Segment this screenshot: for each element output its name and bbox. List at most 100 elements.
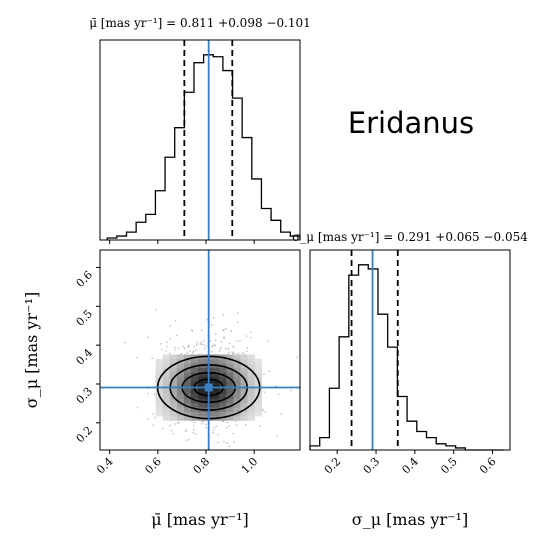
hist-sigma-hist-bin [359,265,369,450]
joint-sample-point [136,356,138,359]
joint-density-cell [162,354,171,360]
joint-xtick-label: 0.4 [94,455,116,477]
joint-sample-point [174,320,177,322]
joint-density-cell [254,372,262,377]
joint-sample-point [200,343,203,345]
hist-sigma-xtick-label: 0.4 [399,455,421,477]
joint-sample-point [263,391,266,393]
joint-xtick-label: 1.0 [239,455,261,477]
joint-truth-marker [204,383,213,392]
joint-density-cell [254,398,262,404]
joint-sample-point [262,409,264,412]
joint-xtick-label: 0.6 [142,455,164,477]
joint-sample-point [223,328,225,331]
joint-density-cell [198,367,206,373]
joint-density-cell [191,416,199,421]
joint-density-cell [212,372,220,377]
joint-density-cell [247,358,255,364]
joint-density-cell [183,389,192,395]
joint-density-cell [176,407,185,412]
joint-sample-point [199,343,201,345]
hist-sigma-panel: 0.2 0.3 0.4 0.5 0.6 [309,249,511,477]
joint-sample-point [223,336,225,338]
joint-density-cell [176,380,185,386]
joint-density-cell [198,411,206,417]
joint-density-cell [233,376,241,382]
joint-sample-point [231,351,233,354]
joint-density-cell [191,358,199,364]
joint-sample-point [178,422,180,424]
joint-density-cell [198,380,206,386]
joint-sample-point [220,341,222,343]
joint-sample-point [196,342,198,344]
joint-sample-point [154,417,156,419]
joint-density-cell [212,358,220,364]
hist-mu-hist-bin [252,179,262,240]
joint-sample-point [212,429,214,432]
joint-sample-point [184,347,186,350]
joint-density-cell [198,372,206,377]
joint-sample-point [147,418,149,420]
joint-density-cell [247,398,255,404]
x-axis-label-mu: μ̄ [mas yr⁻¹] [151,510,249,529]
joint-sample-point [212,316,215,319]
hist-mu-hist-bin [184,92,194,240]
hist-sigma-xtick-label: 0.6 [477,455,499,477]
joint-density-cell [212,411,220,417]
joint-density-cell [254,411,262,417]
joint-density-cell [183,398,192,404]
joint-sample-point [177,347,180,349]
joint-density-cell [219,416,227,421]
hist-mu-hist-bin [117,236,127,240]
joint-sample-point [228,425,231,427]
joint-density-cell [162,363,171,368]
joint-density-cell [155,398,164,404]
joint-density-cell [226,398,234,404]
joint-sample-point [275,385,277,387]
joint-sample-point [233,441,235,443]
joint-density-cell [240,411,248,417]
joint-density-cell [176,394,185,399]
joint-sample-point [241,352,244,354]
joint-sample-point [194,349,197,351]
hist-mu-hist-bin [233,98,243,240]
joint-sample-point [152,413,154,415]
joint-sample-point [188,438,190,441]
joint-density-cell [176,376,185,382]
joint-sample-point [228,445,230,448]
joint-sample-point [169,338,171,340]
joint-sample-point [222,420,224,422]
hist-mu-hist-bin [127,232,137,240]
joint-density-cell [176,363,185,368]
joint-density-cell [162,358,171,364]
joint-sample-point [187,346,189,348]
joint-sample-point [151,357,154,359]
joint-density-cell [191,380,199,386]
joint-sample-point [225,347,227,350]
joint-sample-point [250,331,252,334]
joint-density-cell [219,407,227,412]
joint-density-cell [247,363,255,368]
joint-density-cell [240,358,248,364]
joint-sample-point [176,334,178,337]
joint-density-cell [198,376,206,382]
joint-density-cell [219,380,227,386]
joint-density-cell [191,389,199,395]
joint-density-cell [247,416,255,421]
joint-sample-point [212,344,214,347]
joint-sample-point [232,346,235,348]
joint-density-cell [162,372,171,377]
joint-sample-point [186,351,189,354]
joint-sample-point [191,329,193,331]
joint-density-cell [155,358,164,364]
joint-density-cell [155,411,164,417]
joint-density-cell [176,354,185,360]
joint-sample-point [219,348,221,350]
hist-sigma-hist-bin [417,431,427,450]
joint-density-cell [191,402,199,408]
joint-sample-point [193,421,196,424]
joint-sample-point [206,319,208,321]
joint-density-cell [169,398,178,404]
hist-mu-hist-bin [261,208,271,240]
